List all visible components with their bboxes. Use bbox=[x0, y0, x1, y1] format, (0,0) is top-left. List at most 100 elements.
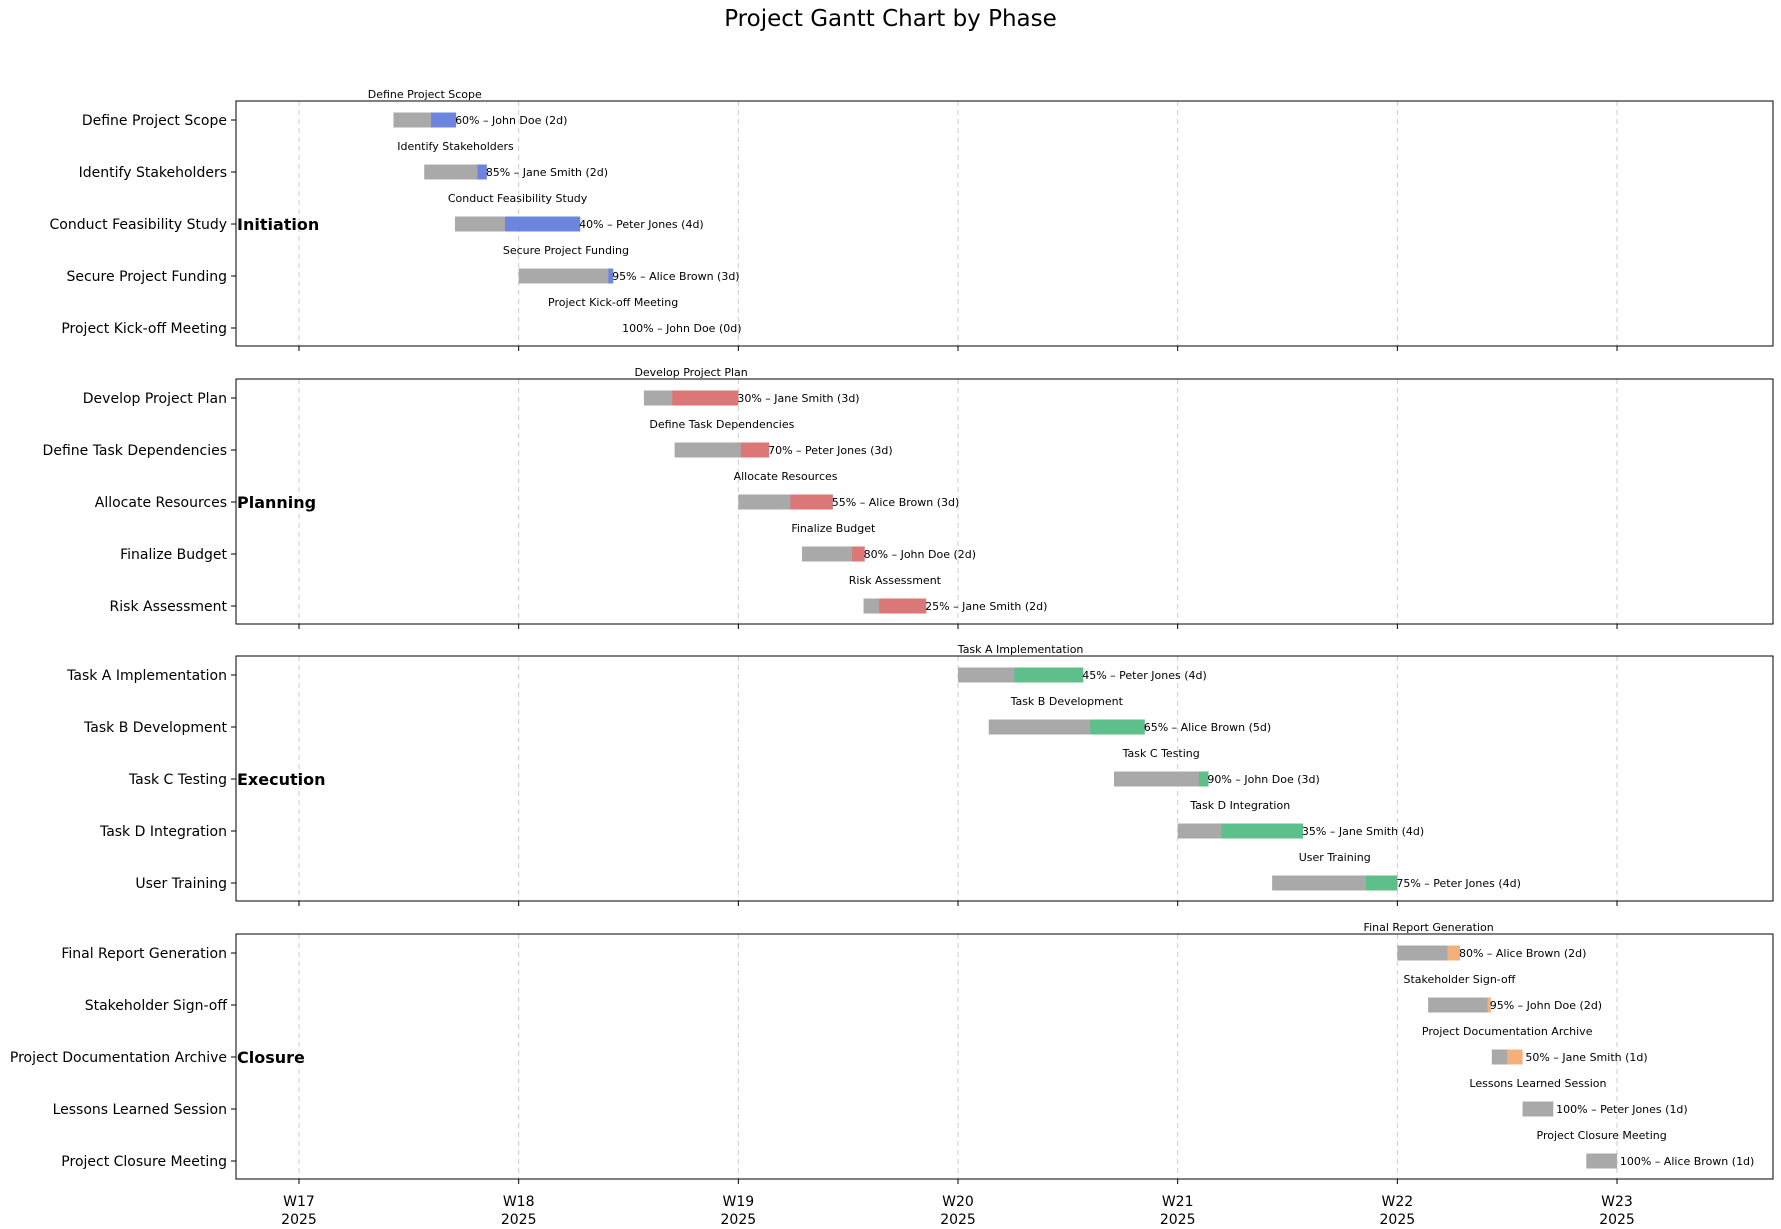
progress-bar bbox=[1221, 823, 1303, 839]
task-name-label: Finalize Budget bbox=[791, 522, 876, 535]
y-tick-label: Lessons Learned Session bbox=[53, 1102, 227, 1118]
y-tick-label: Define Project Scope bbox=[82, 113, 227, 129]
phase-panel-planning: Planning Develop Project Plan Develop Proj… bbox=[43, 366, 1774, 629]
phase-panel-initiation: Initiation Define Project Scope Define Pro… bbox=[50, 88, 1774, 351]
y-tick-label: Conduct Feasibility Study bbox=[50, 217, 227, 233]
phase-label: Initiation bbox=[237, 215, 319, 234]
task-name-label: Task B Development bbox=[1010, 695, 1124, 708]
x-tick-label-year: 2025 bbox=[1160, 1212, 1196, 1228]
x-tick-label-week: W18 bbox=[503, 1194, 535, 1210]
progress-bar bbox=[1487, 997, 1491, 1013]
x-tick-label-year: 2025 bbox=[940, 1212, 976, 1228]
task-annotation: 80% – Alice Brown (2d) bbox=[1459, 947, 1586, 960]
x-tick-label-week: W17 bbox=[283, 1194, 315, 1210]
panel-frame bbox=[235, 378, 1774, 625]
task-annotation: 25% – Jane Smith (2d) bbox=[925, 600, 1047, 613]
task-annotation: 100% – Peter Jones (1d) bbox=[1556, 1103, 1688, 1116]
progress-bar bbox=[1198, 771, 1209, 787]
phase-panel-closure: Closure Final Report Generation Final Repo… bbox=[10, 921, 1774, 1184]
progress-bar bbox=[852, 546, 865, 562]
y-tick-label: Develop Project Plan bbox=[83, 391, 227, 407]
task-annotation: 60% – John Doe (2d) bbox=[455, 114, 567, 127]
y-tick-label: Allocate Resources bbox=[95, 495, 227, 511]
x-tick-label-week: W19 bbox=[723, 1194, 755, 1210]
progress-bar bbox=[1090, 719, 1145, 735]
y-tick-label: Project Kick-off Meeting bbox=[61, 321, 227, 337]
task-annotation: 95% – Alice Brown (3d) bbox=[612, 270, 739, 283]
task-annotation: 85% – Jane Smith (2d) bbox=[486, 166, 608, 179]
task-annotation: 35% – Jane Smith (4d) bbox=[1302, 825, 1424, 838]
progress-bar bbox=[1447, 945, 1460, 961]
task-annotation: 45% – Peter Jones (4d) bbox=[1082, 669, 1207, 682]
task-name-label: Identify Stakeholders bbox=[397, 140, 514, 153]
panel-frame bbox=[235, 655, 1774, 902]
phase-label: Closure bbox=[237, 1048, 305, 1067]
progress-bar bbox=[477, 164, 487, 180]
y-tick-label: Finalize Budget bbox=[120, 547, 227, 563]
x-tick-label-year: 2025 bbox=[1599, 1212, 1635, 1228]
phase-label: Execution bbox=[237, 770, 326, 789]
task-bar bbox=[1522, 1101, 1554, 1117]
x-tick-label-week: W22 bbox=[1382, 1194, 1414, 1210]
task-bar bbox=[1397, 945, 1460, 961]
task-annotation: 75% – Peter Jones (4d) bbox=[1396, 877, 1521, 890]
x-tick-label-year: 2025 bbox=[1380, 1212, 1416, 1228]
y-tick-label: Task C Testing bbox=[128, 772, 227, 788]
phase-panel-execution: Execution Task A Implementation Task A Imp… bbox=[66, 643, 1774, 906]
x-tick-label-week: W23 bbox=[1601, 1194, 1633, 1210]
y-tick-label: Secure Project Funding bbox=[66, 269, 227, 285]
task-name-label: User Training bbox=[1299, 851, 1371, 864]
task-annotation: 95% – John Doe (2d) bbox=[1490, 999, 1602, 1012]
task-bar bbox=[1428, 997, 1491, 1013]
x-tick-label-year: 2025 bbox=[721, 1212, 757, 1228]
task-name-label: Define Project Scope bbox=[368, 88, 482, 101]
y-tick-label: Final Report Generation bbox=[61, 946, 227, 962]
y-tick-label: Project Documentation Archive bbox=[10, 1050, 227, 1066]
x-tick-label-week: W21 bbox=[1162, 1194, 1194, 1210]
x-tick-label-week: W20 bbox=[942, 1194, 974, 1210]
y-tick-label: Risk Assessment bbox=[110, 599, 228, 615]
task-name-label: Define Task Dependencies bbox=[649, 418, 794, 431]
task-bar bbox=[518, 268, 614, 284]
x-tick-label-year: 2025 bbox=[281, 1212, 317, 1228]
y-tick-label: Identify Stakeholders bbox=[79, 165, 227, 181]
progress-bar bbox=[790, 494, 833, 510]
task-name-label: Develop Project Plan bbox=[634, 366, 747, 379]
task-name-label: Project Kick-off Meeting bbox=[548, 296, 678, 309]
task-annotation: 55% – Alice Brown (3d) bbox=[832, 496, 959, 509]
task-name-label: Project Closure Meeting bbox=[1537, 1129, 1667, 1142]
task-annotation: 100% – John Doe (0d) bbox=[622, 322, 741, 335]
y-tick-label: Task A Implementation bbox=[66, 668, 227, 684]
task-name-label: Secure Project Funding bbox=[503, 244, 629, 257]
task-name-label: Task D Integration bbox=[1189, 799, 1290, 812]
task-bar bbox=[802, 546, 865, 562]
y-tick-label: Stakeholder Sign-off bbox=[85, 998, 228, 1014]
task-name-label: Task C Testing bbox=[1122, 747, 1200, 760]
progress-bar bbox=[879, 598, 927, 614]
progress-bar bbox=[1507, 1049, 1523, 1065]
task-bar bbox=[1586, 1153, 1618, 1169]
task-name-label: Conduct Feasibility Study bbox=[448, 192, 588, 205]
y-tick-label: Project Closure Meeting bbox=[61, 1154, 227, 1170]
y-tick-label: Define Task Dependencies bbox=[43, 443, 227, 459]
task-annotation: 80% – John Doe (2d) bbox=[864, 548, 976, 561]
progress-bar bbox=[505, 216, 581, 232]
x-tick-label-year: 2025 bbox=[501, 1212, 537, 1228]
y-tick-label: Task B Development bbox=[83, 720, 227, 736]
task-bar bbox=[1113, 771, 1209, 787]
y-tick-label: Task D Integration bbox=[99, 824, 227, 840]
task-name-label: Project Documentation Archive bbox=[1422, 1025, 1593, 1038]
task-annotation: 30% – Jane Smith (3d) bbox=[737, 392, 859, 405]
progress-bar bbox=[1366, 875, 1398, 891]
task-annotation: 70% – Peter Jones (3d) bbox=[768, 444, 893, 457]
progress-bar bbox=[740, 442, 770, 458]
task-name-label: Final Report Generation bbox=[1364, 921, 1494, 934]
task-name-label: Risk Assessment bbox=[849, 574, 942, 587]
progress-bar bbox=[1014, 667, 1084, 683]
task-name-label: Lessons Learned Session bbox=[1469, 1077, 1606, 1090]
task-annotation: 65% – Alice Brown (5d) bbox=[1144, 721, 1271, 734]
chart-title: Project Gantt Chart by Phase bbox=[724, 6, 1057, 32]
y-tick-label: User Training bbox=[135, 876, 227, 892]
task-name-label: Allocate Resources bbox=[734, 470, 838, 483]
